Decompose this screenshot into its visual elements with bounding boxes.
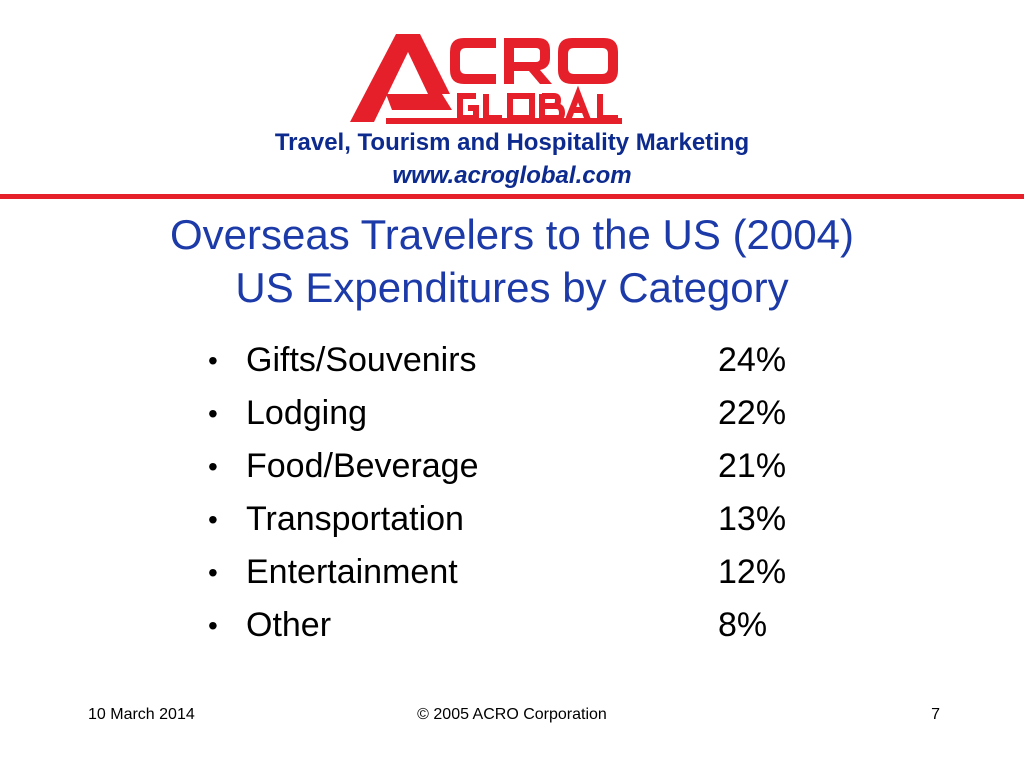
acro-global-logo-image	[350, 34, 622, 124]
company-tagline: Travel, Tourism and Hospitality Marketin…	[274, 129, 750, 156]
item-label: Other	[246, 606, 332, 644]
slide-title: Overseas Travelers to the US (2004) US E…	[0, 208, 1024, 314]
item-value: 8%	[718, 606, 768, 644]
bullet-icon: •	[208, 345, 218, 376]
footer-copyright: © 2005 ACRO Corporation	[417, 706, 607, 723]
bullet-icon: •	[208, 610, 218, 641]
item-label: Lodging	[246, 394, 368, 432]
item-value: 22%	[718, 394, 787, 432]
company-website: www.acroglobal.com	[392, 162, 632, 189]
list-item: • Other 8%	[208, 599, 848, 652]
item-label: Gifts/Souvenirs	[246, 341, 477, 379]
list-item: • Food/Beverage 21%	[208, 440, 848, 493]
expenditure-list: • Gifts/Souvenirs 24% • Lodging 22% • Fo…	[208, 334, 848, 652]
item-value: 13%	[718, 500, 787, 538]
bullet-icon: •	[208, 504, 218, 535]
footer-date: 10 March 2014	[88, 706, 195, 723]
item-label: Transportation	[246, 500, 464, 538]
list-item: • Lodging 22%	[208, 387, 848, 440]
item-label: Food/Beverage	[246, 447, 479, 485]
item-value: 12%	[718, 553, 787, 591]
item-value: 24%	[718, 341, 787, 379]
list-item: • Entertainment 12%	[208, 546, 848, 599]
bullet-icon: •	[208, 557, 218, 588]
bullet-icon: •	[208, 398, 218, 429]
header-divider	[0, 194, 1024, 199]
footer-page-number: 7	[931, 706, 940, 723]
item-value: 21%	[718, 447, 787, 485]
acro-global-logo	[346, 30, 648, 126]
list-item: • Transportation 13%	[208, 493, 848, 546]
item-label: Entertainment	[246, 553, 458, 591]
bullet-icon: •	[208, 451, 218, 482]
slide-title-line-2: US Expenditures by Category	[235, 264, 789, 311]
list-item: • Gifts/Souvenirs 24%	[208, 334, 848, 387]
slide-title-line-1: Overseas Travelers to the US (2004)	[170, 211, 854, 258]
